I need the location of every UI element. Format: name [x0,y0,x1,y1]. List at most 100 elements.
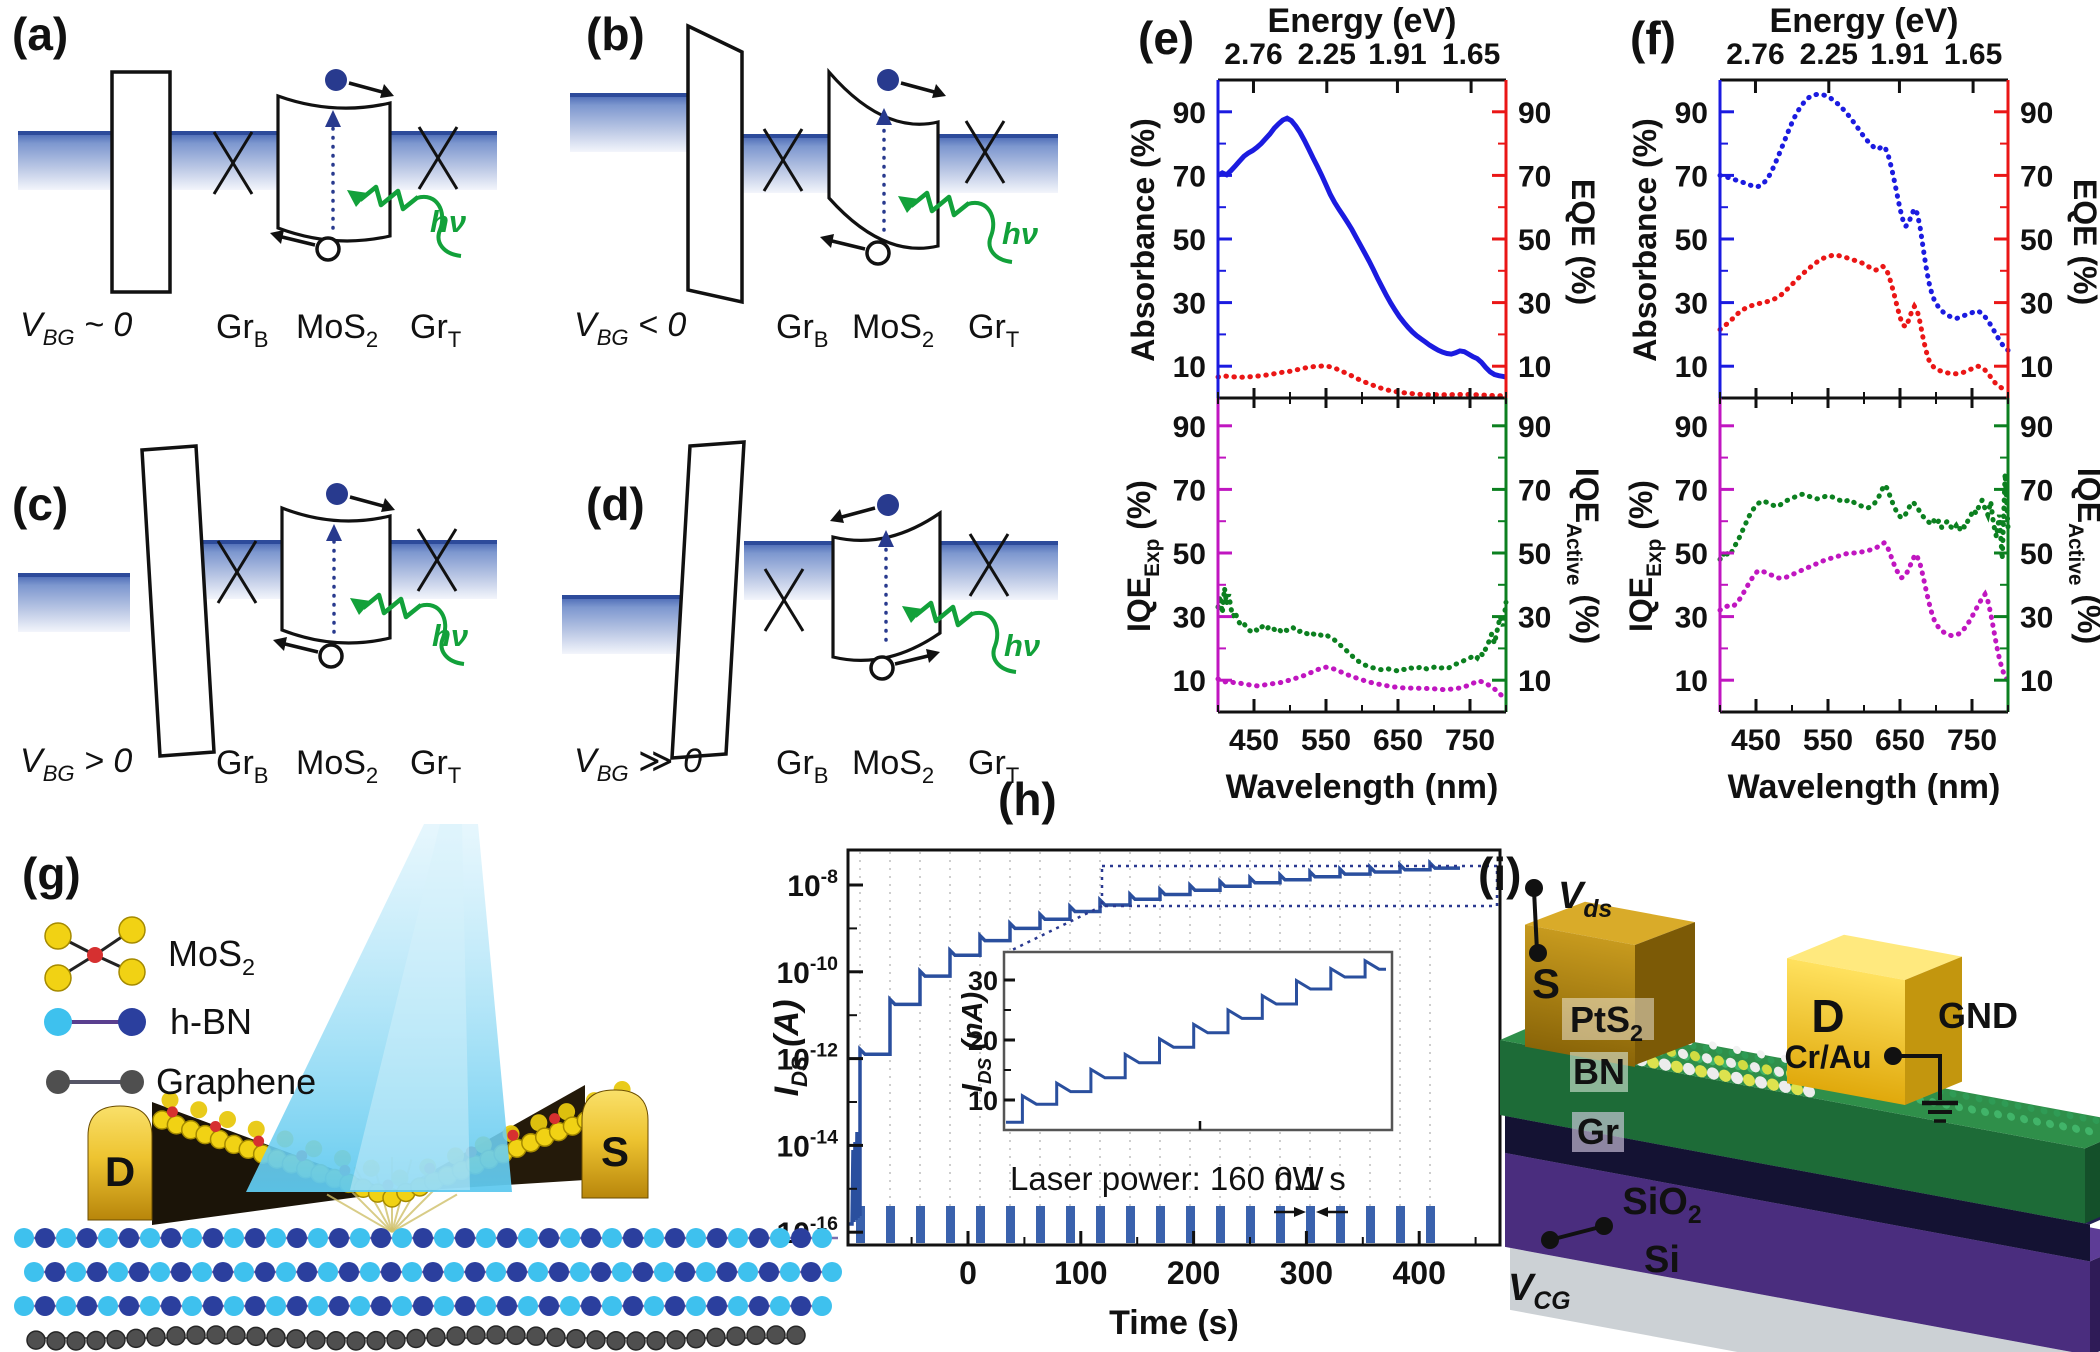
y-tick-label-left: 50 [1173,538,1206,571]
electron-dot [877,69,899,91]
panel-letter-g: (g) [22,848,81,900]
photon-squiggle [347,184,462,258]
y-tick-label-left: 10 [1675,665,1708,698]
band-diagram-a [18,69,497,294]
drain-electrode-i [1787,958,1905,1106]
y-tick-label-left: 30 [1675,288,1708,321]
chart-h-time-trace: 10-810-1010-1210-1410-160100200300400102… [776,848,1502,1291]
y-tick-label-left: 10 [1675,351,1708,384]
wavelength-axis-title-e: Wavelength (nm) [1226,768,1499,806]
back-gate-plate [670,440,746,760]
wavelength-axis-title-f: Wavelength (nm) [1728,768,2001,806]
hole-arrow [827,238,866,251]
y-tick-label-right: 10 [1518,351,1551,384]
time-axis-label-h: Time (s) [1109,1304,1239,1342]
y-tick-label-right: 50 [2020,538,2053,571]
sio2-front-face [1505,1152,2090,1352]
laser-pulse-bar [946,1206,955,1243]
bn-front-face [1500,1040,2085,1224]
laser-beam-cone [246,824,512,1192]
material-label-grb-d: GrB [776,744,829,788]
laser-pulse-bar [1216,1206,1225,1243]
pulse-width-annotation: 0.1 s [1274,1160,1346,1197]
drain-top-face [1787,934,1962,981]
y-tick-label-left: 30 [1675,602,1708,635]
photon-label-c: hν [432,618,468,653]
inset-frame [1002,950,1394,1132]
y-tick-label-right: 30 [1518,602,1551,635]
legend-graphene-pair [46,1070,144,1094]
y-tick-label-right: 50 [2020,224,2053,257]
eqe-axis-label-e: EQE (%) [1565,179,1601,305]
gate-voltage-label-a: VBG ~ 0 [20,306,132,350]
inset-connector-line [1007,904,1103,954]
iqe-active-axis-label-e: IQEActive (%) [1562,468,1605,644]
hole-circle [869,655,895,681]
vcg-terminal-dot [1541,1231,1559,1249]
legend-label-graphene: Graphene [156,1061,316,1102]
source-electrode-g [581,1089,649,1199]
laser-pulse-bar [1096,1206,1105,1243]
panel-letter-d: (d) [586,478,645,530]
ids-inset-axis-label: IDS (nA) [957,992,995,1092]
ids-axis-label-h: IDS (A) [768,1000,812,1097]
panel-letter-a: (a) [12,8,68,60]
panel-letter-h: (h) [998,773,1057,825]
iqe-exp-axis-label-e: IQEExp (%) [1121,480,1164,632]
laser-beam-core [350,824,470,1190]
graphene-fermi-band [938,136,1058,193]
inset-zoom-box [1100,864,1499,908]
laser-pulse-bar [1066,1206,1075,1243]
wavelength-tick-label: 450 [1229,724,1279,757]
chart-e-spectra: 10 10 30 30 50 50 70 70 90 90 10 10 30 30 50 50 70 70 90 90… [1173,38,1552,757]
wavelength-tick-label: 550 [1301,724,1351,757]
back-gate-plate [110,70,172,294]
vcg-wire [1549,1224,1605,1242]
series-iqe_active [1215,587,1509,674]
photon-label-d: hν [1004,628,1040,663]
bn-label: BN [1573,1051,1625,1092]
time-tick-label: 200 [1167,1255,1220,1291]
eqe-axis-label-f: EQE (%) [2067,179,2100,305]
material-label-grb-c: GrB [216,744,269,788]
series-absorbance [1717,91,2011,353]
y-tick-label-right: 70 [2020,474,2053,507]
gnd-wire [1893,1054,1942,1100]
material-label-mos2-a: MoS2 [296,308,378,352]
laser-pulse-bar [1366,1206,1375,1243]
panel-letter-c: (c) [12,478,68,530]
y-tick-label-right: 90 [1518,97,1551,130]
drain-electrode-label-g: D [105,1148,135,1195]
laser-pulse-bar [1006,1206,1015,1243]
y-tick-label-right: 30 [2020,602,2053,635]
material-label-mos2-b: MoS2 [852,308,934,352]
si-label: Si [1644,1239,1680,1281]
photon-squiggle [898,190,1013,264]
series-absorbance [1216,115,1507,380]
y-tick-label-right: 10 [2020,665,2053,698]
legend-hbn-pair [44,1008,146,1036]
y-tick-label-left: 30 [1173,602,1206,635]
laser-pulse-bar [1426,1206,1435,1243]
gr-label: Gr [1577,1111,1619,1152]
electron-arrow [837,506,876,520]
drain-right-face [1905,956,1962,1106]
material-label-mos2-d: MoS2 [852,744,934,788]
electron-arrow [900,81,939,95]
wavelength-tick-label: 550 [1803,724,1853,757]
drain-electrode-g [87,1105,153,1221]
band-diagram-d [562,440,1058,760]
laser-pulse-bar [1126,1206,1135,1243]
gate-voltage-label-b: VBG < 0 [574,306,686,350]
photon-squiggle [350,592,465,666]
band-diagram-b [570,23,1058,305]
chart-f-spectra: 10 10 30 30 50 50 70 70 90 90 10 10 30 30 50 50 70 70 90 90… [1675,38,2054,757]
hole-arrow [894,653,933,666]
device-illustration-g [14,824,842,1351]
pts2-label: PtS2 [1570,999,1643,1046]
bn-right-face [2085,1124,2100,1224]
laser-pulse-bar [1036,1206,1045,1243]
panel-letter-e: (e) [1138,12,1194,64]
back-gate-plate [686,23,744,305]
